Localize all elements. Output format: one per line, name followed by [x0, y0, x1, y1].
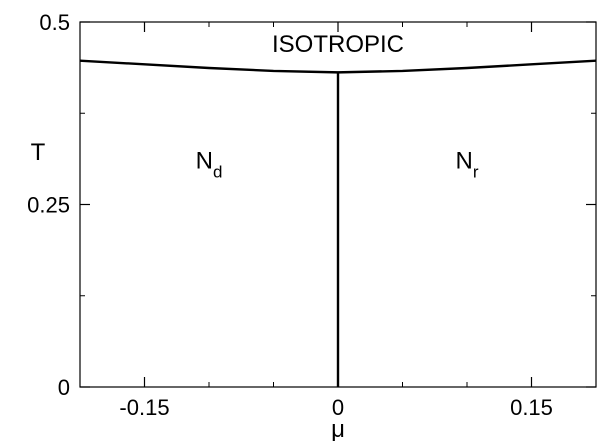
y-tick-label: 0.25 — [27, 193, 70, 218]
x-tick-label: -0.15 — [119, 395, 169, 420]
x-axis-label: μ — [331, 416, 345, 441]
annotation-subscript: d — [213, 163, 222, 182]
annotation-main-text: N — [196, 148, 213, 175]
annotation-label: Nd — [196, 148, 223, 182]
annotation-label: Nr — [455, 148, 478, 182]
annotation-label: ISOTROPIC — [272, 31, 404, 58]
x-tick-label: 0.15 — [510, 395, 553, 420]
y-tick-label: 0.5 — [39, 10, 70, 35]
annotation-main-text: N — [455, 148, 472, 175]
x-tick-label: 0 — [332, 395, 344, 420]
annotation-subscript: r — [473, 163, 479, 182]
y-tick-label: 0 — [58, 375, 70, 400]
y-axis-label: T — [31, 139, 46, 166]
annotation-main-text: ISOTROPIC — [272, 31, 404, 58]
